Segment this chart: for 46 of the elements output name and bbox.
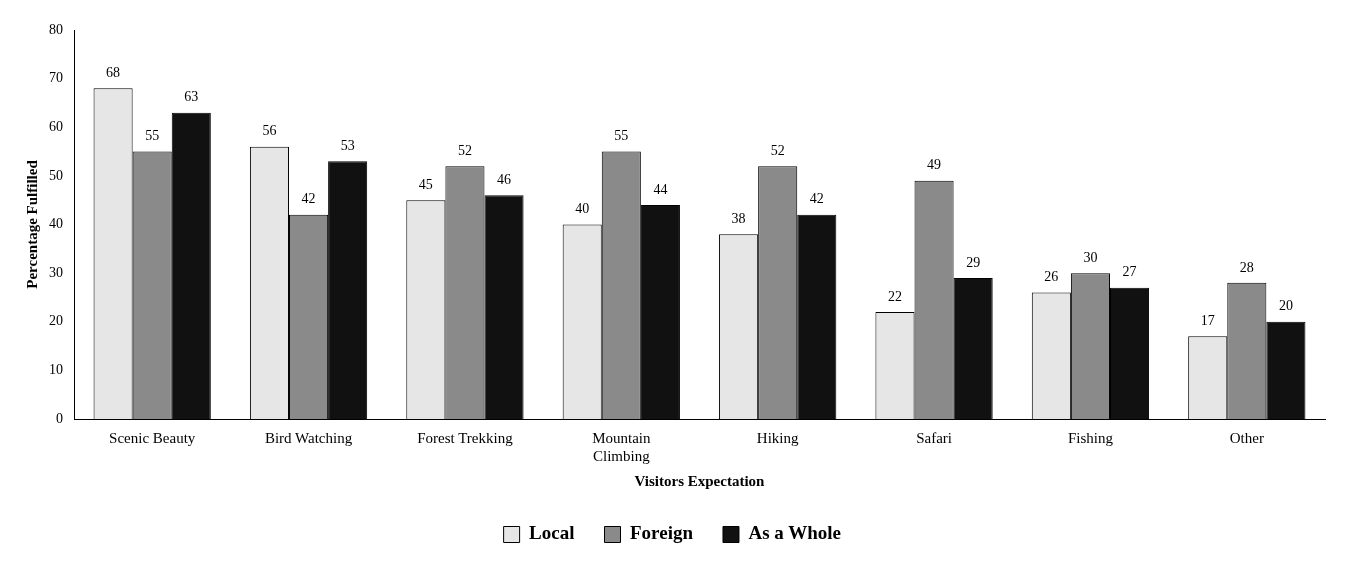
data-label: 42: [809, 191, 824, 207]
data-label: 52: [457, 142, 472, 158]
data-label: 22: [887, 288, 902, 304]
data-label: 46: [497, 172, 512, 187]
data-label: 38: [731, 210, 746, 226]
data-label: 27: [1122, 264, 1137, 280]
y-tick-label: 50: [49, 167, 63, 183]
legend-label: Local: [529, 522, 575, 544]
y-tick-label: 30: [49, 264, 63, 280]
x-tick-label: Safari: [916, 429, 952, 446]
data-label: 45: [418, 176, 433, 192]
y-tick-label: 0: [56, 410, 63, 426]
data-label: 42: [301, 191, 316, 207]
data-label: 56: [262, 123, 277, 139]
data-label: 52: [770, 142, 785, 158]
x-tick-label: Other: [1229, 429, 1264, 446]
x-tick-label: Forest Trekking: [417, 429, 514, 446]
data-label: 17: [1200, 313, 1215, 329]
y-tick-label: 70: [49, 70, 63, 86]
x-tick-label: Fishing: [1067, 429, 1114, 446]
data-label: 44: [653, 181, 668, 197]
data-label: 28: [1239, 259, 1254, 275]
x-tick-label: Bird Watching: [264, 429, 353, 446]
data-label: 40: [575, 201, 590, 217]
legend-label: Foreign: [630, 522, 694, 544]
x-tick-label: Scenic Beauty: [109, 429, 196, 446]
y-tick-label: 20: [49, 313, 63, 329]
x-tick-label: Hiking: [756, 429, 800, 446]
data-label: 49: [927, 157, 942, 173]
y-tick-label: 40: [49, 216, 63, 232]
data-label: 53: [340, 137, 355, 153]
data-label: 20: [1278, 298, 1293, 314]
data-label: 26: [1044, 269, 1059, 285]
y-axis-title: Percentage Fulfilled: [23, 159, 40, 289]
data-label: 29: [966, 254, 981, 270]
y-tick-label: 80: [49, 21, 63, 37]
legend-label: As a Whole: [748, 522, 842, 544]
data-label: 63: [184, 89, 199, 105]
data-label: 30: [1083, 249, 1098, 265]
y-tick-label: 60: [49, 118, 63, 134]
data-label: 55: [614, 128, 629, 144]
x-tick-label: Mountain Climbing: [592, 429, 651, 464]
data-label: 55: [145, 128, 160, 144]
data-label: 68: [106, 65, 121, 81]
y-tick-label: 10: [49, 362, 63, 378]
x-axis-title: Visitors Expectation: [634, 472, 766, 489]
